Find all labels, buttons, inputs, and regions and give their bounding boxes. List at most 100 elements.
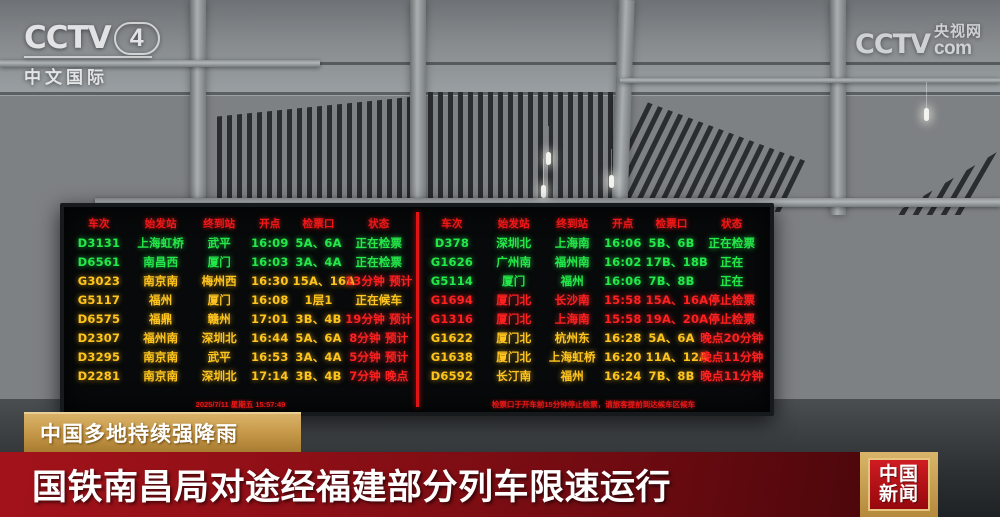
departure-time: 16:53 bbox=[250, 350, 289, 364]
destination-station: 厦门 bbox=[207, 293, 232, 307]
column-header-gate: 检票口 bbox=[302, 217, 335, 230]
origin-station: 南昌西 bbox=[143, 255, 179, 269]
departure-time: 16:08 bbox=[250, 293, 289, 307]
ceiling-seam bbox=[0, 62, 1000, 65]
cctv-wordmark: CCTV bbox=[24, 20, 112, 56]
train-number: G1316 bbox=[430, 312, 474, 326]
status-badge: 8分钟 预计 bbox=[349, 331, 409, 345]
ceiling-louvre-diagonal bbox=[620, 92, 820, 212]
topic-bar: 中国多地持续强降雨 bbox=[24, 412, 301, 452]
table-header-row: 车次 始发站 终到站 开点 检票口 状态 bbox=[421, 214, 766, 234]
table-row: D6575 福鼎 赣州 17:01 3B、4B 19分钟 预计 bbox=[68, 310, 413, 329]
departure-board: 车次 始发站 终到站 开点 检票口 状态 D3131 上海虹桥 武平 16:09 5A、… bbox=[60, 203, 774, 416]
table-row: G3023 南京南 梅州西 16:30 15A、16A 13分钟 预计 bbox=[68, 272, 413, 291]
departure-time: 16:30 bbox=[250, 274, 289, 288]
status-badge: 晚点11分钟 bbox=[700, 350, 764, 364]
status-badge: 5分钟 预计 bbox=[349, 350, 409, 364]
board-ticker-right: 检票口于开车前15分钟停止检票，请旅客提前到达候车区候车 bbox=[491, 400, 696, 409]
column-header-status: 状态 bbox=[368, 217, 390, 230]
table-row: D3295 南京南 武平 16:53 3A、4A 5分钟 预计 bbox=[68, 348, 413, 367]
column-header-departure-time: 开点 bbox=[612, 217, 634, 230]
gate-number: 1层1 bbox=[304, 293, 333, 307]
board-center-divider bbox=[416, 212, 419, 407]
column-header-train: 车次 bbox=[88, 217, 110, 230]
cctv-com-watermark: CCTV 央视网 com bbox=[855, 24, 982, 58]
origin-station: 南京南 bbox=[143, 274, 179, 288]
departure-time: 15:58 bbox=[603, 312, 642, 326]
status-badge: 正在检票 bbox=[355, 255, 403, 269]
status-badge: 正在 bbox=[720, 274, 744, 288]
train-number: G1694 bbox=[430, 293, 474, 307]
origin-station: 南京南 bbox=[143, 369, 179, 383]
watermark-com-label: com bbox=[933, 38, 972, 59]
headline-text: 国铁南昌局对途经福建部分列车限速运行 bbox=[32, 468, 672, 508]
gate-number: 3A、4A bbox=[295, 350, 342, 364]
train-number: G5114 bbox=[430, 274, 474, 288]
column-header-origin: 始发站 bbox=[144, 217, 177, 230]
departure-time: 16:02 bbox=[603, 255, 642, 269]
origin-station: 长汀南 bbox=[496, 369, 532, 383]
column-header-destination: 终到站 bbox=[556, 217, 589, 230]
gate-number: 7B、8B bbox=[648, 369, 695, 383]
departure-time: 15:58 bbox=[603, 293, 642, 307]
program-badge-line1: 中国 bbox=[878, 462, 919, 485]
gate-number: 5A、6A bbox=[648, 331, 695, 345]
ceiling-louvre-panel bbox=[425, 92, 615, 212]
departure-board-left-panel: 车次 始发站 终到站 开点 检票口 状态 D3131 上海虹桥 武平 16:09 5A、… bbox=[64, 207, 417, 412]
train-number: D3295 bbox=[77, 350, 121, 364]
ceiling-louvre-panel bbox=[215, 96, 420, 211]
ceiling-light bbox=[541, 159, 546, 198]
destination-station: 福州 bbox=[560, 274, 585, 288]
destination-station: 深圳北 bbox=[201, 369, 237, 383]
origin-station: 福州南 bbox=[143, 331, 179, 345]
structural-pillar bbox=[410, 0, 426, 215]
departure-table-left: 车次 始发站 终到站 开点 检票口 状态 D3131 上海虹桥 武平 16:09 5A、… bbox=[68, 214, 413, 386]
departure-time: 16:24 bbox=[603, 369, 642, 383]
status-badge: 停止检票 bbox=[708, 293, 756, 307]
gate-number: 15A、16A bbox=[292, 274, 356, 288]
origin-station: 上海虹桥 bbox=[137, 236, 185, 250]
ceiling-beam bbox=[95, 198, 1000, 207]
departure-table-right: 车次 始发站 终到站 开点 检票口 状态 D378 深圳北 上海南 16:06 5B、6… bbox=[421, 214, 766, 386]
destination-station: 梅州西 bbox=[201, 274, 237, 288]
logo-underline bbox=[24, 56, 152, 58]
departure-time: 16:09 bbox=[250, 236, 289, 250]
gate-number: 19A、20A bbox=[645, 312, 709, 326]
gate-number: 7B、8B bbox=[648, 274, 695, 288]
gate-number: 11A、12A bbox=[645, 350, 709, 364]
origin-station: 厦门北 bbox=[496, 331, 532, 345]
train-number: D2281 bbox=[77, 369, 121, 383]
column-header-destination: 终到站 bbox=[203, 217, 236, 230]
origin-station: 福州 bbox=[149, 293, 173, 307]
origin-station: 广州南 bbox=[496, 255, 532, 269]
ceiling-beam bbox=[620, 78, 1000, 83]
ceiling-light bbox=[546, 126, 551, 165]
gate-number: 15A、16A bbox=[645, 293, 709, 307]
departure-time: 16:06 bbox=[603, 236, 642, 250]
destination-station: 深圳北 bbox=[201, 331, 237, 345]
departure-time: 16:28 bbox=[603, 331, 642, 345]
ceiling-beam bbox=[0, 60, 320, 67]
cctv4-channel-logo: CCTV 4 中文国际 bbox=[24, 22, 160, 88]
train-number: G1638 bbox=[430, 350, 474, 364]
train-number: G1626 bbox=[430, 255, 474, 269]
column-header-gate: 检票口 bbox=[655, 217, 688, 230]
status-badge: 晚点11分钟 bbox=[700, 369, 764, 383]
table-row: D3131 上海虹桥 武平 16:09 5A、6A 正在检票 bbox=[68, 234, 413, 253]
origin-station: 南京南 bbox=[143, 350, 179, 364]
board-ticker-left: 2025/7/11 星期五 15:57:49 bbox=[195, 400, 286, 409]
channel-number: 4 bbox=[113, 22, 160, 55]
structural-pillar bbox=[830, 0, 846, 215]
status-badge: 正在检票 bbox=[708, 236, 756, 250]
origin-station: 深圳北 bbox=[496, 236, 532, 250]
watermark-wordmark: CCTV bbox=[855, 29, 931, 61]
origin-station: 厦门 bbox=[502, 274, 526, 288]
table-row: G1638 厦门北 上海虹桥 16:20 11A、12A 晚点11分钟 bbox=[421, 348, 766, 367]
ceiling-light bbox=[924, 82, 929, 121]
structural-pillar bbox=[190, 0, 206, 215]
gate-number: 5A、6A bbox=[295, 236, 342, 250]
train-number: D2307 bbox=[77, 331, 121, 345]
table-row: D378 深圳北 上海南 16:06 5B、6B 正在检票 bbox=[421, 234, 766, 253]
table-row: D2281 南京南 深圳北 17:14 3B、4B 7分钟 晚点 bbox=[68, 367, 413, 386]
table-row: G1622 厦门北 杭州东 16:28 5A、6A 晚点20分钟 bbox=[421, 329, 766, 348]
